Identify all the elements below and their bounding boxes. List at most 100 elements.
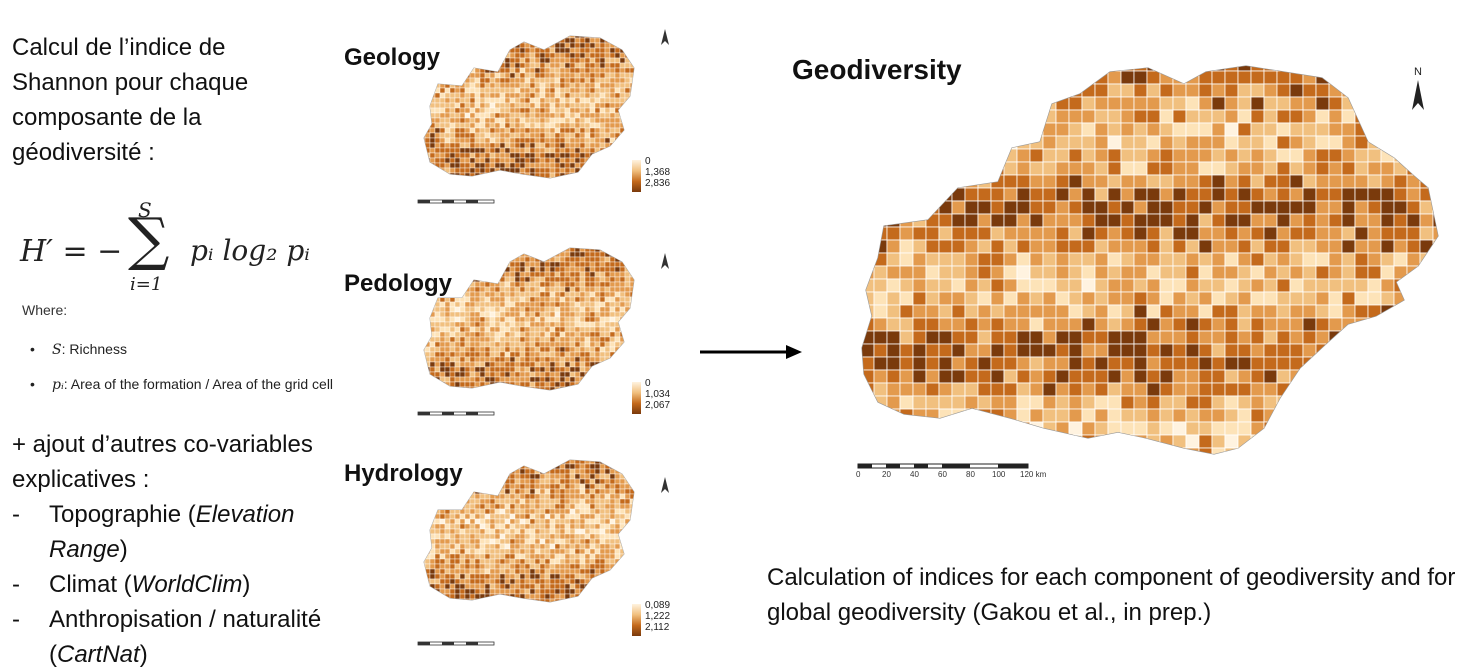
grid-cell xyxy=(439,301,446,308)
grid-cell xyxy=(424,281,426,288)
scale-bar xyxy=(417,199,495,204)
grid-cell xyxy=(564,533,571,540)
grid-cell xyxy=(555,392,560,397)
grid-cell xyxy=(459,583,466,590)
grid-cell xyxy=(519,568,526,575)
grid-cell xyxy=(509,311,516,318)
grid-cell xyxy=(444,112,451,119)
grid-cell xyxy=(609,172,616,178)
grid-cell xyxy=(569,37,576,44)
grid-cell xyxy=(434,460,441,465)
grid-cell xyxy=(579,468,586,475)
grid-cell xyxy=(494,266,501,273)
grid-cell xyxy=(539,77,546,84)
grid-cell xyxy=(624,361,631,368)
grid-cell xyxy=(449,42,456,49)
grid-cell xyxy=(410,479,415,484)
grid-cell xyxy=(559,301,566,308)
grid-cell xyxy=(594,177,601,178)
grid-cell xyxy=(509,336,516,343)
grid-cell xyxy=(415,357,420,362)
grid-cell xyxy=(569,598,576,602)
grid-cell xyxy=(589,37,596,44)
grid-cell xyxy=(554,266,561,273)
grid-cell xyxy=(539,356,546,363)
grid-cell xyxy=(519,326,526,333)
grid-cell xyxy=(539,518,546,525)
grid-cell xyxy=(609,460,616,465)
grid-cell xyxy=(1341,148,1356,163)
grid-cell xyxy=(429,366,436,373)
grid-cell xyxy=(559,533,566,540)
grid-cell xyxy=(489,573,496,580)
grid-cell xyxy=(524,122,531,129)
grid-cell xyxy=(474,523,481,530)
grid-cell xyxy=(514,371,521,378)
grid-cell xyxy=(514,177,521,178)
grid-cell xyxy=(539,523,546,530)
grid-cell xyxy=(524,478,531,485)
grid-cell xyxy=(424,306,431,313)
grid-cell xyxy=(415,48,420,53)
grid-cell xyxy=(519,331,526,338)
grid-cell xyxy=(509,62,516,69)
grid-cell xyxy=(604,52,611,59)
grid-cell xyxy=(862,109,875,124)
grid-cell xyxy=(1042,161,1057,176)
grid-cell xyxy=(429,67,436,74)
grid-cell xyxy=(434,127,441,134)
grid-cell xyxy=(454,578,461,585)
grid-cell xyxy=(494,87,501,94)
grid-cell xyxy=(524,356,531,363)
grid-cell xyxy=(464,57,471,64)
grid-cell xyxy=(604,351,611,358)
grid-cell xyxy=(549,538,556,545)
grid-cell xyxy=(554,331,561,338)
grid-cell xyxy=(434,142,441,149)
grid-cell xyxy=(579,67,586,74)
grid-cell xyxy=(554,508,561,515)
grid-cell xyxy=(614,598,621,602)
grid-cell xyxy=(594,513,601,520)
grid-cell xyxy=(614,261,621,268)
definition-proportion: pᵢ: Area of the formation / Area of the … xyxy=(30,367,333,402)
grid-cell xyxy=(425,392,430,397)
grid-cell xyxy=(619,36,626,39)
grid-cell xyxy=(454,112,461,119)
grid-cell xyxy=(569,361,576,368)
grid-cell xyxy=(569,306,576,313)
grid-cell xyxy=(449,483,456,490)
grid-cell xyxy=(629,326,634,333)
grid-cell xyxy=(424,321,431,328)
grid-cell xyxy=(434,573,441,580)
grid-cell xyxy=(564,460,571,465)
grid-cell xyxy=(439,311,446,318)
grid-cell xyxy=(559,276,566,283)
grid-cell xyxy=(604,538,611,545)
grid-cell xyxy=(424,598,426,602)
grid-cell xyxy=(484,468,491,475)
grid-cell xyxy=(459,468,466,475)
grid-cell xyxy=(469,336,476,343)
grid-cell xyxy=(464,137,471,144)
grid-cell xyxy=(489,488,496,495)
grid-cell xyxy=(604,583,611,590)
grid-cell xyxy=(469,366,476,373)
grid-cell xyxy=(569,296,576,303)
grid-cell xyxy=(1237,122,1252,137)
grid-cell xyxy=(519,77,526,84)
grid-cell xyxy=(630,242,635,247)
grid-cell xyxy=(549,483,556,490)
grid-cell xyxy=(469,152,476,159)
grid-cell xyxy=(479,167,486,174)
grid-cell xyxy=(439,473,446,480)
grid-cell xyxy=(624,296,631,303)
grid-cell xyxy=(535,454,540,459)
grid-cell xyxy=(469,553,476,560)
grid-cell xyxy=(509,147,516,154)
grid-cell xyxy=(609,57,616,64)
grid-cell xyxy=(410,609,415,614)
grid-cell xyxy=(415,242,420,247)
grid-cell xyxy=(544,538,551,545)
grid-cell xyxy=(529,568,536,575)
